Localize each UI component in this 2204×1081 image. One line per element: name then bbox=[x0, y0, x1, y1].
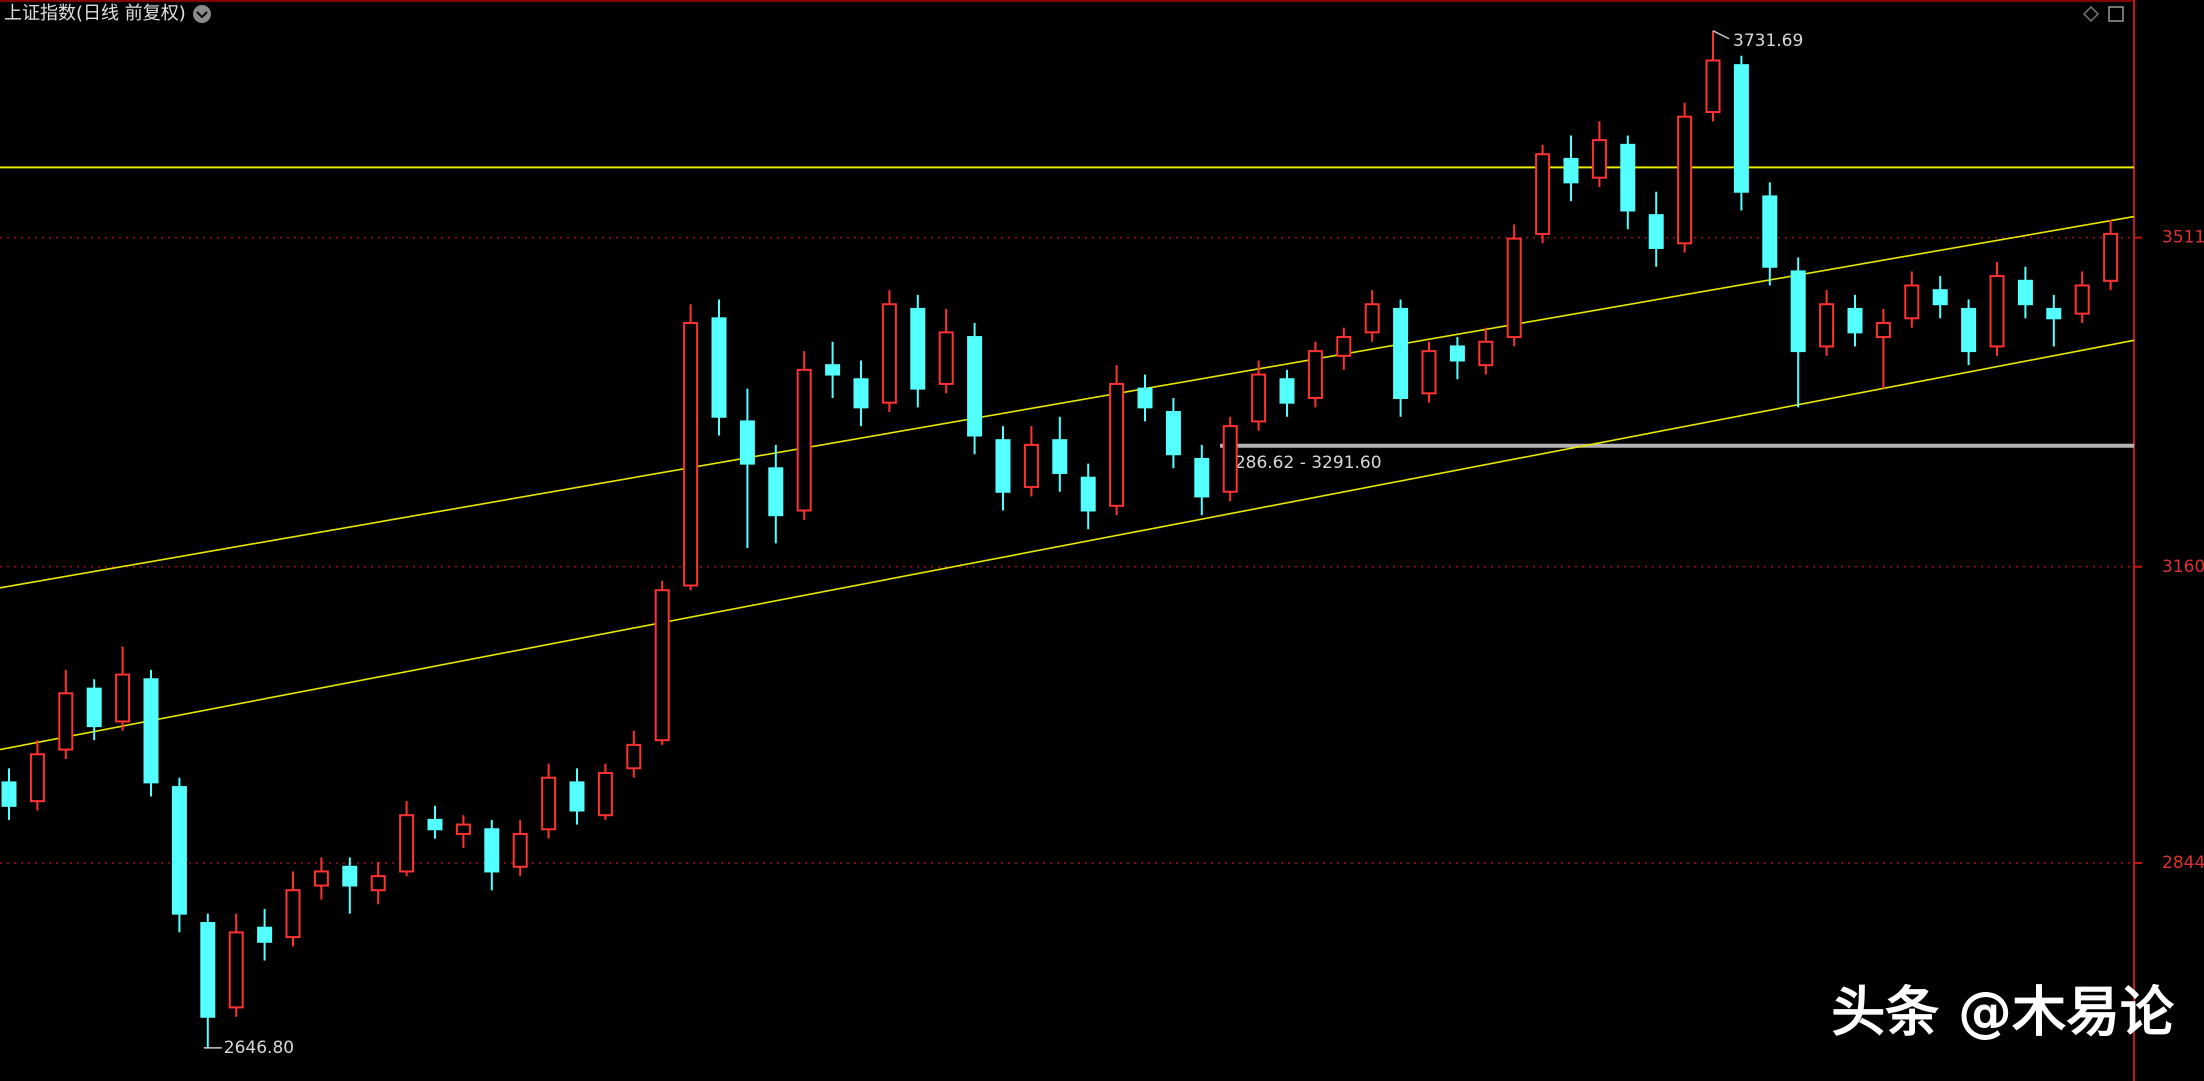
min-label: 2646.80 bbox=[224, 1038, 294, 1058]
candle-body bbox=[1989, 275, 2005, 348]
candle-body bbox=[1506, 237, 1522, 339]
candle-body bbox=[228, 931, 244, 1009]
candle-body bbox=[597, 772, 613, 817]
candle-body bbox=[342, 865, 358, 887]
candle-body bbox=[1705, 59, 1721, 114]
candle-body bbox=[1307, 350, 1323, 399]
candle-body bbox=[1165, 411, 1181, 456]
candle-body bbox=[1222, 425, 1238, 493]
candle-body bbox=[1790, 270, 1806, 353]
candle-body bbox=[2017, 279, 2033, 306]
candle-body bbox=[1336, 336, 1352, 357]
candle-body bbox=[1137, 387, 1153, 409]
candle-body bbox=[370, 875, 386, 892]
range-label: 3286.62 - 3291.60 bbox=[1224, 453, 1382, 473]
candle-body bbox=[115, 673, 131, 723]
candle-body bbox=[1449, 345, 1465, 362]
candle-body bbox=[1847, 307, 1863, 334]
candle-body bbox=[1109, 382, 1125, 507]
candle-body bbox=[1478, 340, 1494, 367]
candle-body bbox=[1733, 64, 1749, 193]
y-tick-label: 3160 bbox=[2162, 557, 2204, 577]
candle-body bbox=[1875, 321, 1891, 339]
candle-body bbox=[910, 307, 926, 390]
candle-body bbox=[171, 786, 187, 915]
candle-body bbox=[1393, 307, 1409, 399]
candle-body bbox=[825, 364, 841, 376]
candle-body bbox=[711, 317, 727, 418]
candle-body bbox=[1677, 115, 1693, 245]
candle-body bbox=[995, 439, 1011, 493]
candle-body bbox=[1279, 378, 1295, 404]
y-tick-label: 3511 bbox=[2162, 228, 2204, 248]
max-label: 3731.69 bbox=[1733, 31, 1803, 51]
candle-body bbox=[1, 781, 17, 807]
candle-body bbox=[285, 889, 301, 939]
candle-body bbox=[1762, 195, 1778, 268]
candle-body bbox=[541, 776, 557, 831]
candle-body bbox=[683, 321, 699, 587]
candle-body bbox=[1819, 303, 1835, 348]
candle-body bbox=[938, 331, 954, 385]
candle-body bbox=[2103, 232, 2119, 282]
candle-body bbox=[1535, 153, 1551, 235]
candle-body bbox=[2074, 284, 2090, 315]
candle-body bbox=[569, 781, 585, 812]
trend-line bbox=[0, 339, 2135, 751]
candle-body bbox=[1591, 139, 1607, 179]
candle-body bbox=[1080, 476, 1096, 512]
candle-body bbox=[853, 378, 869, 409]
y-tick-label: 2844 bbox=[2162, 853, 2204, 873]
candle-body bbox=[512, 832, 528, 868]
candle-body bbox=[1194, 457, 1210, 498]
candle-body bbox=[2046, 307, 2062, 320]
candle-body bbox=[1648, 214, 1664, 249]
dropdown-arrow bbox=[196, 11, 208, 19]
candle-body bbox=[257, 926, 273, 943]
candle-body bbox=[1421, 350, 1437, 395]
watermark: 头条 @木易论 bbox=[1831, 981, 2175, 1044]
candle-body bbox=[626, 743, 642, 770]
candle-body bbox=[1620, 143, 1636, 212]
max-pointer bbox=[1712, 30, 1730, 40]
trend-line bbox=[0, 215, 2135, 589]
candle-body bbox=[768, 467, 784, 517]
window-icon[interactable] bbox=[2108, 6, 2124, 22]
candle-body bbox=[200, 922, 216, 1018]
candle-body bbox=[86, 687, 102, 728]
candle-body bbox=[654, 589, 670, 742]
title-dropdown[interactable] bbox=[193, 5, 211, 23]
candle-body bbox=[1563, 157, 1579, 184]
candle-body bbox=[399, 814, 415, 873]
candle-body bbox=[484, 828, 500, 873]
candle-body bbox=[313, 870, 329, 887]
candle-body bbox=[1364, 303, 1380, 334]
candle-body bbox=[1904, 284, 1920, 320]
candle-body bbox=[29, 753, 45, 803]
candle-body bbox=[1251, 373, 1267, 423]
candle-body bbox=[1052, 439, 1068, 474]
candle-body bbox=[1023, 443, 1039, 489]
candle-body bbox=[58, 692, 74, 751]
candle-body bbox=[1932, 289, 1948, 306]
candle-body bbox=[455, 823, 471, 835]
candle-body bbox=[1961, 307, 1977, 353]
candle-body bbox=[881, 303, 897, 404]
candle-body bbox=[739, 420, 755, 465]
diamond-icon[interactable] bbox=[2082, 5, 2100, 23]
candle-body bbox=[967, 336, 983, 437]
candle-body bbox=[427, 818, 443, 831]
candle-body bbox=[796, 368, 812, 512]
chart-title: 上证指数(日线 前复权) bbox=[4, 3, 186, 24]
candle-body bbox=[143, 678, 159, 784]
